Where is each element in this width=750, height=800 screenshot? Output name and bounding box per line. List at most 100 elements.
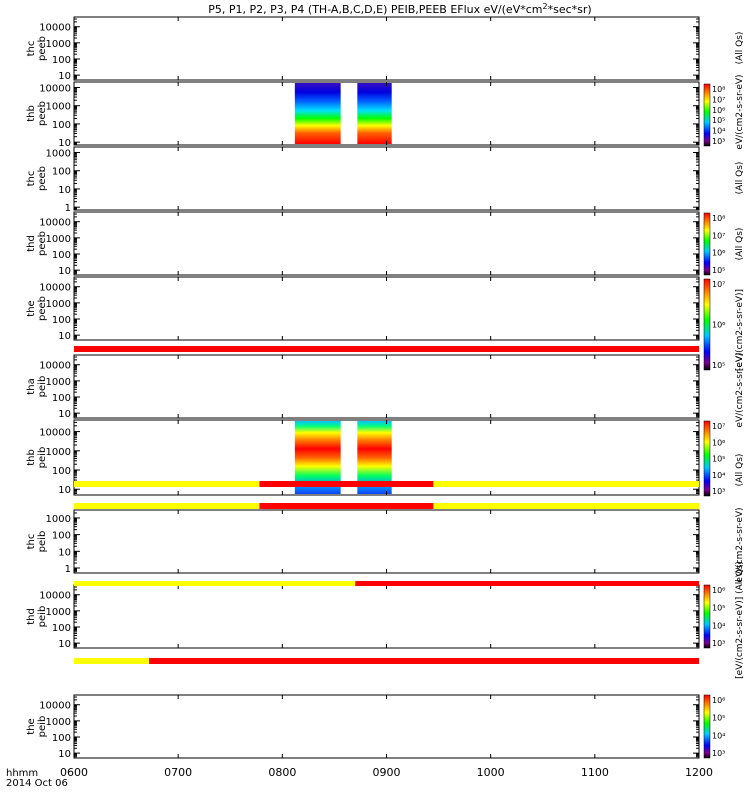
x-axis-header-1: hhmm bbox=[6, 768, 38, 779]
panel-frame bbox=[73, 694, 700, 759]
y-tick-label: 1000 bbox=[46, 447, 71, 458]
colorbar-tick-label: 10³ bbox=[712, 639, 725, 648]
y-axis-label: thcpeeb bbox=[26, 36, 48, 61]
y-tick-label: 100 bbox=[52, 466, 71, 477]
y-tick-label: 10 bbox=[58, 409, 71, 420]
x-tick-label: 1200 bbox=[685, 766, 713, 779]
panel-thc-peeb: 1000 100 10 1 thcpeeb bbox=[26, 146, 700, 214]
panels: 10000 1000 100 10 thcpeeb 10000 1000 100 10 thbpe… bbox=[26, 16, 725, 760]
y-axis-label: thapeib bbox=[26, 376, 48, 398]
y-tick-label: 1000 bbox=[46, 299, 71, 310]
status-bars bbox=[74, 346, 699, 664]
status-segment bbox=[259, 481, 434, 487]
side-labels: (All Qs) eV/(cm2-s-sr-eV) (All Qs) (All Qs)… bbox=[735, 32, 745, 679]
status-segment bbox=[74, 346, 699, 352]
y-tick-label: 100 bbox=[52, 733, 71, 744]
y-axis-label: thdpeeb bbox=[26, 231, 48, 256]
colorbar-tick-label: 10⁷ bbox=[712, 280, 725, 289]
y-axis-label: thdpeib bbox=[26, 606, 48, 628]
y-tick-label: 1000 bbox=[46, 607, 71, 618]
status-segment bbox=[355, 581, 699, 586]
side-label: [eV/(cm2-s-sr-eV)] (All Qs) bbox=[735, 561, 745, 679]
title-text: P5, P1, P2, P3, P4 (TH-A,B,C,D,E) PEIB,P… bbox=[208, 2, 591, 16]
y-tick-label: 10000 bbox=[39, 218, 71, 229]
x-tick-label: 0900 bbox=[373, 766, 401, 779]
colorbar-tick-label: 10⁴ bbox=[712, 621, 725, 630]
status-segment bbox=[74, 581, 356, 586]
side-label: eV/(cm2-s-sr-eV) bbox=[735, 74, 745, 149]
chart-title: P5, P1, P2, P3, P4 (TH-A,B,C,D,E) PEIB,P… bbox=[208, 2, 591, 16]
side-label: [eV/(cm2-s-sr-eV)] bbox=[735, 289, 745, 371]
side-label: eV/(cm2-s-sr-eV) bbox=[735, 507, 745, 582]
y-axis-label: thcpeeb bbox=[26, 166, 48, 191]
y-tick-label: 1 bbox=[65, 203, 71, 214]
panel-frame bbox=[73, 146, 700, 211]
y-tick-label: 1000 bbox=[46, 514, 71, 525]
y-tick-label: 1000 bbox=[46, 234, 71, 245]
panel-thc-peib: 1000 100 10 1 thcpeib bbox=[26, 509, 700, 575]
colorbar-tick-label: 10⁷ bbox=[712, 231, 725, 240]
colorbar-tick-label: 10⁴ bbox=[712, 127, 725, 136]
side-label: (All Qs) bbox=[735, 454, 745, 487]
colorbar-tick-label: 10⁸ bbox=[712, 85, 725, 94]
y-tick-label: 10 bbox=[58, 547, 71, 558]
y-tick-label: 1000 bbox=[46, 717, 71, 728]
status-segment bbox=[433, 481, 699, 487]
x-tick-label: 0600 bbox=[60, 766, 88, 779]
colorbar-tick-label: 10³ bbox=[712, 487, 725, 496]
panel-frame bbox=[73, 509, 700, 574]
colorbar-tick-label: 10⁵ bbox=[712, 604, 725, 613]
panel-the-peib: 10000 1000 100 10 thepeib 10⁶ 10⁵ 10⁴ 10³ bbox=[26, 694, 725, 760]
status-bar-4 bbox=[74, 581, 699, 586]
y-tick-label: 100 bbox=[52, 167, 71, 178]
y-tick-label: 10 bbox=[58, 749, 71, 760]
status-segment bbox=[259, 503, 434, 509]
side-label: (All Qs) bbox=[735, 32, 745, 65]
colorbar-tick-label: 10⁸ bbox=[712, 214, 725, 223]
y-tick-label: 10 bbox=[58, 185, 71, 196]
y-axis-label: thbpeeb bbox=[26, 101, 48, 126]
x-tick-label: 0700 bbox=[164, 766, 192, 779]
panel-frame bbox=[73, 584, 700, 649]
panel-thd-peib: 10000 1000 100 10 thdpeib 10⁶ 10⁵ 10⁴ 10³ bbox=[26, 584, 725, 650]
y-axis-label: thepeib bbox=[26, 716, 48, 738]
colorbar-tick-label: 10⁵ bbox=[712, 714, 725, 723]
colorbar-tick-label: 10⁷ bbox=[712, 422, 725, 431]
colorbar bbox=[703, 83, 711, 147]
x-axis-header-2: 2014 Oct 06 bbox=[6, 778, 68, 789]
colorbar-tick-label: 10⁶ bbox=[712, 321, 725, 330]
y-tick-label: 1000 bbox=[46, 148, 71, 159]
y-tick-label: 10000 bbox=[39, 283, 71, 294]
status-segment bbox=[433, 503, 699, 509]
y-tick-label: 10 bbox=[58, 266, 71, 277]
y-tick-label: 10000 bbox=[39, 701, 71, 712]
y-tick-label: 100 bbox=[52, 623, 71, 634]
colorbar bbox=[703, 694, 711, 759]
y-tick-label: 100 bbox=[52, 393, 71, 404]
colorbar-tick-label: 10⁴ bbox=[712, 731, 725, 740]
colorbar bbox=[703, 212, 711, 276]
colorbar-tick-label: 10⁵ bbox=[712, 116, 725, 125]
colorbar-tick-label: 10⁵ bbox=[712, 361, 725, 370]
y-tick-label: 10000 bbox=[39, 428, 71, 439]
y-tick-label: 10000 bbox=[39, 591, 71, 602]
side-label: eV/(cm2-s-sr-eV) bbox=[735, 352, 745, 427]
colorbar-tick-label: 10⁶ bbox=[712, 249, 725, 258]
data-block-1 bbox=[294, 83, 341, 144]
colorbar-tick-label: 10⁶ bbox=[712, 696, 725, 705]
status-segment bbox=[74, 658, 149, 664]
panel-frame bbox=[73, 211, 700, 276]
y-tick-label: 10 bbox=[58, 485, 71, 496]
colorbar-tick-label: 10⁶ bbox=[712, 438, 725, 447]
status-segment bbox=[149, 658, 699, 664]
colorbar-tick-label: 10³ bbox=[712, 749, 725, 758]
colorbar bbox=[703, 278, 711, 371]
panel-frame bbox=[73, 354, 700, 419]
panel-the-peeb: 10000 1000 100 10 thepeeb 10⁷ 10⁶ 10⁵ bbox=[26, 276, 725, 371]
colorbar bbox=[703, 420, 711, 497]
y-tick-label: 10 bbox=[58, 639, 71, 650]
side-label: (All Qs) bbox=[735, 162, 745, 195]
panel-frame bbox=[73, 276, 700, 341]
y-tick-label: 10 bbox=[58, 331, 71, 342]
